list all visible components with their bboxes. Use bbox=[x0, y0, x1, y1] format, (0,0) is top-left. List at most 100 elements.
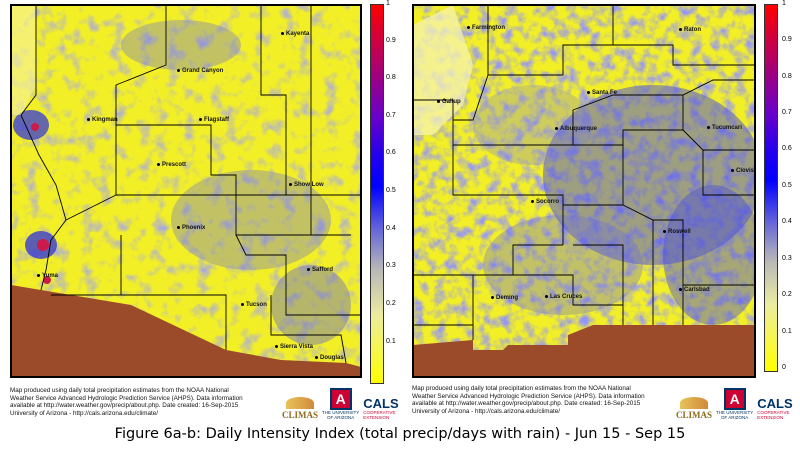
ua-text: OF ARIZONA bbox=[327, 415, 355, 420]
figure-caption: Figure 6a-b: Daily Intensity Index (tota… bbox=[114, 426, 686, 442]
city-marker-icon bbox=[437, 99, 440, 103]
city-label: Douglas bbox=[315, 355, 344, 361]
city-marker-icon bbox=[707, 125, 710, 129]
city-marker-icon bbox=[289, 182, 292, 186]
colorbar-tick: 0.2 bbox=[782, 291, 792, 298]
city-name: Yuma bbox=[42, 273, 59, 279]
cals-logo: CALS COOPERATIVE EXTENSION bbox=[363, 397, 398, 420]
cals-sub: EXTENSION bbox=[363, 415, 390, 420]
city-name: Safford bbox=[312, 267, 333, 273]
cals-logo: CALS COOPERATIVE EXTENSION bbox=[757, 397, 792, 420]
city-name: Kingman bbox=[92, 117, 118, 123]
colorbar-tick: 0.8 bbox=[782, 73, 792, 80]
city-marker-icon bbox=[531, 199, 534, 203]
logo-group-left: CLIMAS A THE UNIVERSITY OF ARIZONA CALS COO… bbox=[282, 388, 399, 420]
city-label: Clovis bbox=[731, 168, 754, 174]
cals-sub: EXTENSION bbox=[757, 415, 784, 420]
ua-a-icon: A bbox=[723, 388, 746, 410]
city-marker-icon bbox=[679, 27, 682, 31]
city-name: Douglas bbox=[320, 355, 344, 361]
city-marker-icon bbox=[37, 273, 40, 277]
city-label: Prescott bbox=[157, 162, 186, 168]
city-marker-icon bbox=[467, 25, 470, 29]
city-marker-icon bbox=[241, 302, 244, 306]
credit-text-left: Map produced using daily total precipita… bbox=[10, 387, 243, 417]
city-name: Roswell bbox=[668, 229, 691, 235]
city-label: Sierra Vista bbox=[275, 344, 313, 350]
city-marker-icon bbox=[663, 229, 666, 233]
colorbar-left bbox=[370, 4, 384, 384]
colorbar-right bbox=[764, 4, 778, 372]
city-label: Farmington bbox=[467, 25, 505, 31]
city-name: Show Low bbox=[294, 182, 324, 188]
city-label: Tucumcari bbox=[707, 125, 742, 131]
city-label: Raton bbox=[679, 27, 701, 33]
credit-line: University of Arizona - http://cals.ariz… bbox=[412, 407, 561, 415]
city-marker-icon bbox=[177, 225, 180, 229]
credit-line: Map produced using daily total precipita… bbox=[10, 387, 229, 394]
city-label: Grand Canyon bbox=[177, 68, 223, 74]
city-label: Tucson bbox=[241, 302, 267, 308]
colorbar-tick: 0 bbox=[782, 364, 786, 371]
colorbar-tick: 0.3 bbox=[782, 255, 792, 262]
credit-line: University of Arizona - http://cals.ariz… bbox=[10, 409, 159, 417]
city-marker-icon bbox=[491, 295, 494, 299]
ua-logo: A THE UNIVERSITY OF ARIZONA bbox=[716, 388, 753, 420]
climas-wordmark: CLIMAS bbox=[282, 410, 319, 420]
city-label: Carlsbad bbox=[679, 287, 710, 293]
ua-text: THE UNIVERSITY bbox=[322, 410, 360, 415]
ua-a-icon: A bbox=[329, 388, 352, 410]
colorbar-tick: 0.6 bbox=[782, 145, 792, 152]
city-label: Deming bbox=[491, 295, 518, 301]
city-label: Yuma bbox=[37, 273, 58, 279]
cals-wordmark: CALS bbox=[363, 396, 399, 411]
climas-mark-icon bbox=[286, 397, 314, 409]
city-name: Tucson bbox=[246, 302, 267, 308]
colorbar-tick: 1 bbox=[782, 0, 786, 7]
cals-sub: COOPERATIVE bbox=[757, 410, 790, 415]
city-name: Albuquerque bbox=[560, 126, 597, 132]
cals-wordmark: CALS bbox=[757, 396, 793, 411]
colorbar-tick: 0.7 bbox=[782, 109, 792, 116]
city-label: Las Cruces bbox=[545, 294, 582, 300]
colorbar-tick: 0.9 bbox=[782, 36, 792, 43]
city-name: Clovis bbox=[736, 168, 755, 174]
credit-line: Map produced using daily total precipita… bbox=[412, 385, 631, 392]
city-marker-icon bbox=[275, 344, 278, 348]
city-name: Sierra Vista bbox=[280, 344, 313, 350]
city-name: Socorro bbox=[536, 199, 560, 205]
colorbar-tick: 1 bbox=[386, 0, 390, 7]
ua-logo: A THE UNIVERSITY OF ARIZONA bbox=[322, 388, 359, 420]
city-marker-icon bbox=[679, 287, 682, 291]
logo-group-right: CLIMAS A THE UNIVERSITY OF ARIZONA CALS COO… bbox=[676, 388, 793, 420]
colorbar-tick: 0.5 bbox=[386, 187, 396, 194]
city-label: Phoenix bbox=[177, 225, 205, 231]
city-label: Kingman bbox=[87, 117, 118, 123]
city-marker-icon bbox=[545, 294, 548, 298]
newmexico-map: Farmington Raton Gallup Santa Fe Albuque… bbox=[412, 4, 756, 378]
city-name: Kayenta bbox=[286, 31, 310, 37]
city-name: Raton bbox=[684, 27, 701, 33]
ua-text: OF ARIZONA bbox=[721, 415, 749, 420]
credit-line: Weather Service Advanced Hydrologic Pred… bbox=[412, 392, 645, 400]
colorbar-tick: 0.5 bbox=[782, 182, 792, 189]
city-marker-icon bbox=[157, 162, 160, 166]
city-name: Prescott bbox=[162, 162, 187, 168]
colorbar-tick: 0.6 bbox=[386, 149, 396, 156]
city-marker-icon bbox=[555, 126, 558, 130]
arizona-panel: Kayenta Grand Canyon Kingman Flagstaff P… bbox=[0, 0, 400, 420]
colorbar-tick: 0.1 bbox=[386, 338, 396, 345]
colorbar-tick: 0.7 bbox=[386, 112, 396, 119]
city-label: Santa Fe bbox=[587, 90, 617, 96]
arizona-map-svg bbox=[11, 5, 361, 377]
city-label: Socorro bbox=[531, 199, 559, 205]
city-label: Kayenta bbox=[281, 31, 309, 37]
city-marker-icon bbox=[87, 117, 90, 121]
city-marker-icon bbox=[315, 355, 318, 359]
city-marker-icon bbox=[587, 90, 590, 94]
climas-logo: CLIMAS bbox=[676, 397, 712, 420]
city-marker-icon bbox=[731, 168, 734, 172]
newmexico-panel: Farmington Raton Gallup Santa Fe Albuque… bbox=[400, 0, 800, 420]
city-name: Tucumcari bbox=[712, 125, 742, 131]
ua-text: THE UNIVERSITY bbox=[716, 410, 754, 415]
